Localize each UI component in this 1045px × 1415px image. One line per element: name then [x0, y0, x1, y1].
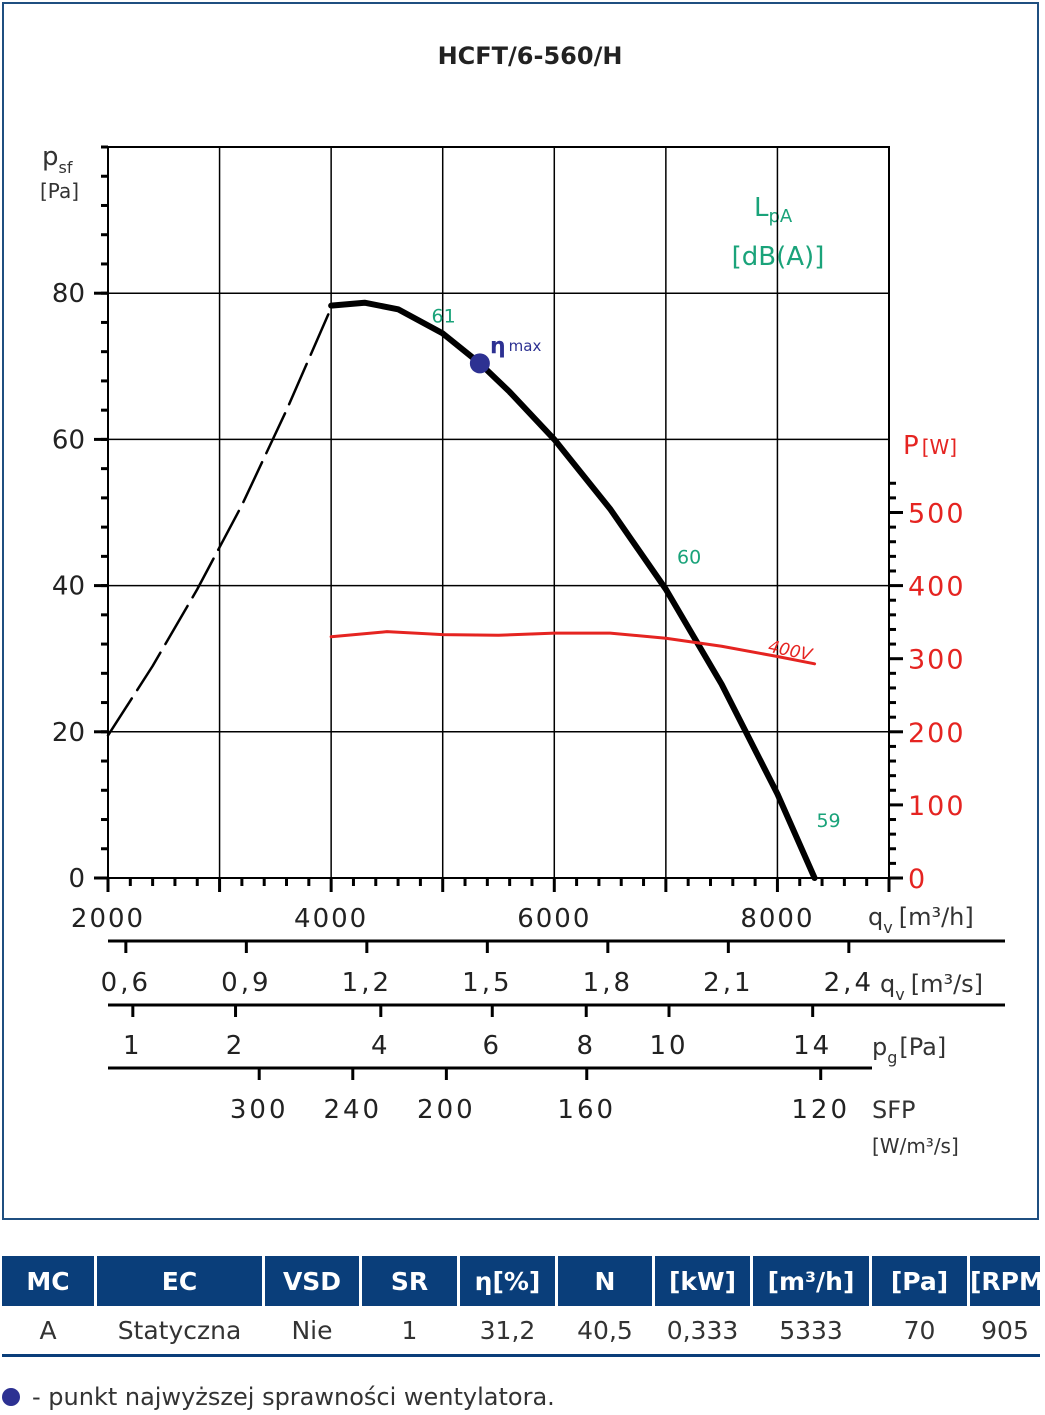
power-tick-label: 100	[908, 791, 966, 822]
cell-kw: 0,333	[652, 1306, 752, 1357]
pressure-curve-unstable	[106, 306, 333, 737]
scale-sfp-label: SFP	[872, 1096, 916, 1124]
scale-sfp-tick-label: 160	[557, 1095, 616, 1125]
scale-pg-tick-label: 14	[793, 1031, 832, 1061]
y-tick-label: 60	[52, 425, 85, 455]
power-tick-label: 0	[908, 864, 927, 895]
scale-pg-tick-label: 4	[371, 1031, 391, 1061]
cell-ec: Statyczna	[94, 1306, 264, 1357]
chart-frame	[2, 2, 1039, 1220]
scale-m3s-tick-label: 2,4	[824, 968, 874, 998]
table-header-row: MC EC VSD SR η[%] N [kW] [m³/h] [Pa] [RP…	[2, 1256, 1045, 1306]
noise-legend-label: LpA	[754, 193, 793, 227]
scale-sfp-tick-label: 120	[791, 1095, 850, 1125]
table-row: A Statyczna Nie 1 31,2 40,5 0,333 5333 7…	[2, 1306, 1040, 1357]
eta-max-label: η max	[490, 334, 541, 359]
specification-table: MC EC VSD SR η[%] N [kW] [m³/h] [Pa] [RP…	[2, 1256, 1045, 1357]
scale-m3s-tick-label: 1,8	[583, 968, 633, 998]
scale-pg-tick-label: 6	[482, 1031, 502, 1061]
header-mc: MC	[2, 1256, 96, 1306]
footnote-text: - punkt najwyższej sprawności wentylator…	[32, 1383, 555, 1411]
x-tick-label: 4000	[294, 904, 368, 934]
header-n: N	[555, 1256, 654, 1306]
scale-sfp-tick-label: 300	[230, 1095, 289, 1125]
y-tick-label: 40	[52, 572, 85, 602]
scale-pg-label: pg[Pa]	[872, 1033, 946, 1067]
y-axis-label: psf	[42, 142, 73, 177]
fan-performance-chart: HCFT/6-560/H psf [Pa] LpA [dB(A)] P [W] q…	[40, 42, 1005, 1158]
footnote: - punkt najwyższej sprawności wentylator…	[2, 1382, 555, 1412]
power-curve	[329, 630, 817, 666]
x-tick-label: 6000	[517, 904, 591, 934]
header-ec: EC	[94, 1256, 264, 1306]
scale-pg-tick-label: 8	[576, 1031, 596, 1061]
power-tick-label: 300	[908, 645, 966, 676]
x-axis-label: qv [m³/h]	[868, 903, 974, 937]
noise-level-label: 59	[816, 810, 840, 832]
scale-m3s-label: qv [m³/s]	[880, 970, 983, 1004]
y-axis-unit: [Pa]	[40, 179, 79, 203]
header-rpm: [RPM]	[967, 1256, 1045, 1306]
x-tick-label: 8000	[740, 904, 814, 934]
cell-m3h: 5333	[750, 1306, 871, 1357]
scale-m3s-tick-label: 0,6	[101, 968, 151, 998]
header-eta: η[%]	[457, 1256, 557, 1306]
header-pa: [Pa]	[869, 1256, 969, 1306]
x-tick-label: 2000	[71, 904, 145, 934]
scale-sfp-tick-label: 200	[417, 1095, 476, 1125]
cell-mc: A	[2, 1306, 96, 1357]
header-m3h: [m³/h]	[750, 1256, 871, 1306]
scale-pg-tick-label: 1	[123, 1031, 143, 1061]
scale-m3s-tick-label: 2,1	[703, 968, 753, 998]
cell-n: 40,5	[555, 1306, 654, 1357]
scale-sfp-tick-label: 240	[323, 1095, 382, 1125]
noise-level-label: 60	[677, 547, 701, 569]
power-tick-label: 400	[908, 572, 966, 603]
header-kw: [kW]	[652, 1256, 752, 1306]
cell-eta: 31,2	[457, 1306, 557, 1357]
pressure-curve	[328, 299, 818, 881]
cell-pa: 70	[869, 1306, 969, 1357]
header-sr: SR	[359, 1256, 459, 1306]
chart-title: HCFT/6-560/H	[438, 42, 623, 70]
power-tick-label: 200	[908, 718, 966, 749]
power-curve-label: 400V	[766, 637, 815, 666]
eta-max-point	[469, 353, 490, 374]
scale-pg-tick-label: 10	[649, 1031, 688, 1061]
scale-m3s-tick-label: 1,2	[342, 968, 392, 998]
scale-pg-tick-label: 2	[226, 1031, 246, 1061]
eta-marker-legend-icon	[2, 1388, 20, 1406]
y-tick-label: 80	[52, 279, 85, 309]
cell-rpm: 905	[967, 1306, 1040, 1357]
power-axis-label: P [W]	[903, 431, 957, 461]
power-tick-label: 500	[908, 499, 966, 530]
cell-sr: 1	[359, 1306, 459, 1357]
header-vsd: VSD	[262, 1256, 361, 1306]
scale-sfp-unit: [W/m³/s]	[872, 1134, 959, 1158]
scale-m3s-tick-label: 0,9	[221, 968, 271, 998]
scale-m3s-tick-label: 1,5	[462, 968, 512, 998]
y-tick-label: 0	[68, 864, 85, 894]
noise-level-label: 61	[432, 305, 456, 327]
y-tick-label: 20	[52, 718, 85, 748]
cell-vsd: Nie	[262, 1306, 361, 1357]
